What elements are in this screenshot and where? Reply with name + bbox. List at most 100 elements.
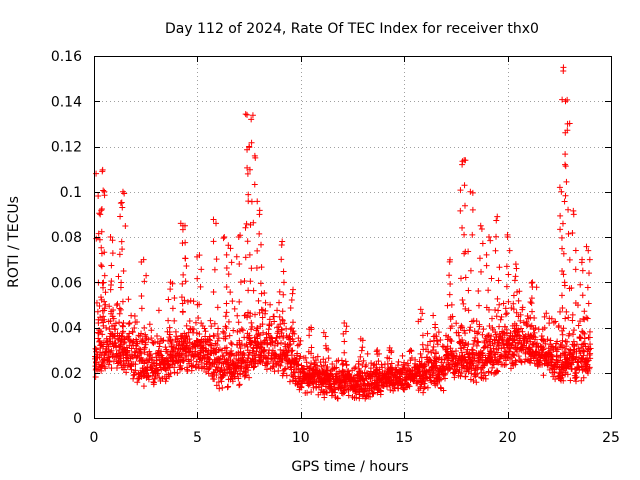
data-point: [513, 265, 520, 272]
data-point: [485, 306, 492, 313]
data-point: [579, 267, 586, 274]
data-point: [193, 358, 200, 365]
data-point: [279, 316, 286, 323]
data-point: [214, 341, 221, 348]
data-point: [479, 331, 486, 338]
data-point: [270, 363, 277, 370]
data-point: [428, 379, 435, 386]
data-point: [438, 356, 445, 363]
data-point: [258, 352, 265, 359]
data-point: [251, 363, 258, 370]
data-point: [470, 377, 477, 384]
data-point: [195, 315, 202, 322]
x-tick-label: 10: [292, 430, 310, 446]
data-point: [559, 305, 566, 312]
data-point: [118, 238, 125, 245]
data-point: [459, 297, 466, 304]
data-point: [96, 210, 103, 217]
data-point: [579, 367, 586, 374]
data-point: [113, 302, 120, 309]
data-point: [461, 353, 468, 360]
data-point: [492, 329, 499, 336]
data-point: [457, 187, 464, 194]
data-point: [138, 305, 145, 312]
data-point: [559, 267, 566, 274]
data-point: [244, 170, 251, 177]
data-point: [210, 238, 217, 245]
data-point: [216, 385, 223, 392]
data-point: [248, 139, 255, 146]
data-point: [467, 188, 474, 195]
data-point: [103, 324, 110, 331]
data-point: [256, 230, 263, 237]
data-point: [211, 369, 218, 376]
data-point: [552, 376, 559, 383]
data-point: [572, 266, 579, 273]
data-point: [214, 304, 221, 311]
data-point: [579, 256, 586, 263]
data-point: [321, 394, 328, 401]
x-tick-labels: 0 5 10 15 20 25: [90, 430, 620, 446]
data-point: [558, 292, 565, 299]
data-point: [502, 323, 509, 330]
data-point: [467, 324, 474, 331]
data-point: [308, 324, 315, 331]
data-point: [517, 317, 524, 324]
data-point: [211, 320, 218, 327]
data-point: [208, 323, 215, 330]
data-point: [245, 367, 252, 374]
data-point: [254, 247, 261, 254]
data-point: [118, 279, 125, 286]
data-point: [529, 308, 536, 315]
data-point: [527, 314, 534, 321]
data-point: [247, 339, 254, 346]
data-point: [122, 362, 129, 369]
data-point: [153, 357, 160, 364]
data-point: [130, 375, 137, 382]
data-point: [252, 338, 259, 345]
data-point: [179, 280, 186, 287]
data-point: [280, 268, 287, 275]
data-point: [269, 347, 276, 354]
data-point: [501, 361, 508, 368]
data-point: [218, 378, 225, 385]
data-point: [258, 290, 265, 297]
data-point: [566, 256, 573, 263]
data-point: [494, 295, 501, 302]
data-point: [244, 314, 251, 321]
data-point: [495, 359, 502, 366]
data-point: [171, 317, 178, 324]
data-point: [247, 310, 254, 317]
data-point: [584, 284, 591, 291]
data-point: [483, 251, 490, 258]
data-point: [482, 343, 489, 350]
data-point: [250, 364, 257, 371]
data-point: [516, 288, 523, 295]
data-point: [169, 305, 176, 312]
data-point: [294, 342, 301, 349]
data-point: [165, 317, 172, 324]
data-point: [534, 340, 541, 347]
data-point: [512, 261, 519, 268]
data-point: [275, 328, 282, 335]
data-point: [420, 389, 427, 396]
data-point: [493, 367, 500, 374]
data-point: [258, 264, 265, 271]
data-point: [472, 334, 479, 341]
data-point: [269, 338, 276, 345]
data-point: [98, 244, 105, 251]
data-point: [244, 364, 251, 371]
data-point: [507, 329, 514, 336]
data-point: [246, 251, 253, 258]
data-point: [258, 241, 265, 248]
data-point: [197, 283, 204, 290]
data-point: [107, 286, 114, 293]
data-point: [433, 374, 440, 381]
data-point: [475, 287, 482, 294]
chart-title: Day 112 of 2024, Rate Of TEC Index for r…: [165, 21, 539, 37]
data-point: [569, 331, 576, 338]
data-point: [235, 375, 242, 382]
data-point: [310, 354, 317, 361]
data-point: [198, 266, 205, 273]
data-point: [247, 278, 254, 285]
